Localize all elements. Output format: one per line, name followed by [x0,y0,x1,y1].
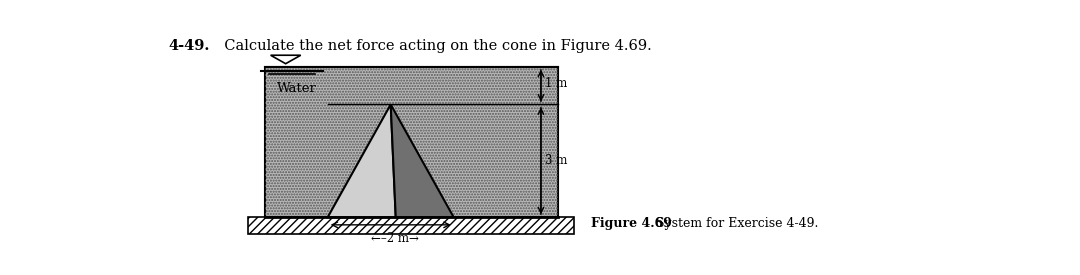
Text: System for Exercise 4-49.: System for Exercise 4-49. [644,217,819,230]
Text: 1 m: 1 m [545,77,567,90]
Text: ←–2 m→: ←–2 m→ [370,232,419,245]
Text: Water: Water [278,82,318,95]
Text: 4-49.: 4-49. [168,39,210,53]
Text: Figure 4.69: Figure 4.69 [591,217,672,230]
Polygon shape [271,55,300,64]
Bar [265,67,557,217]
Text: 3 m: 3 m [545,154,567,167]
Polygon shape [391,104,454,217]
Bar [248,217,575,234]
Polygon shape [327,104,395,217]
Bar [265,67,557,217]
Text: Calculate the net force acting on the cone in Figure 4.69.: Calculate the net force acting on the co… [215,39,651,53]
